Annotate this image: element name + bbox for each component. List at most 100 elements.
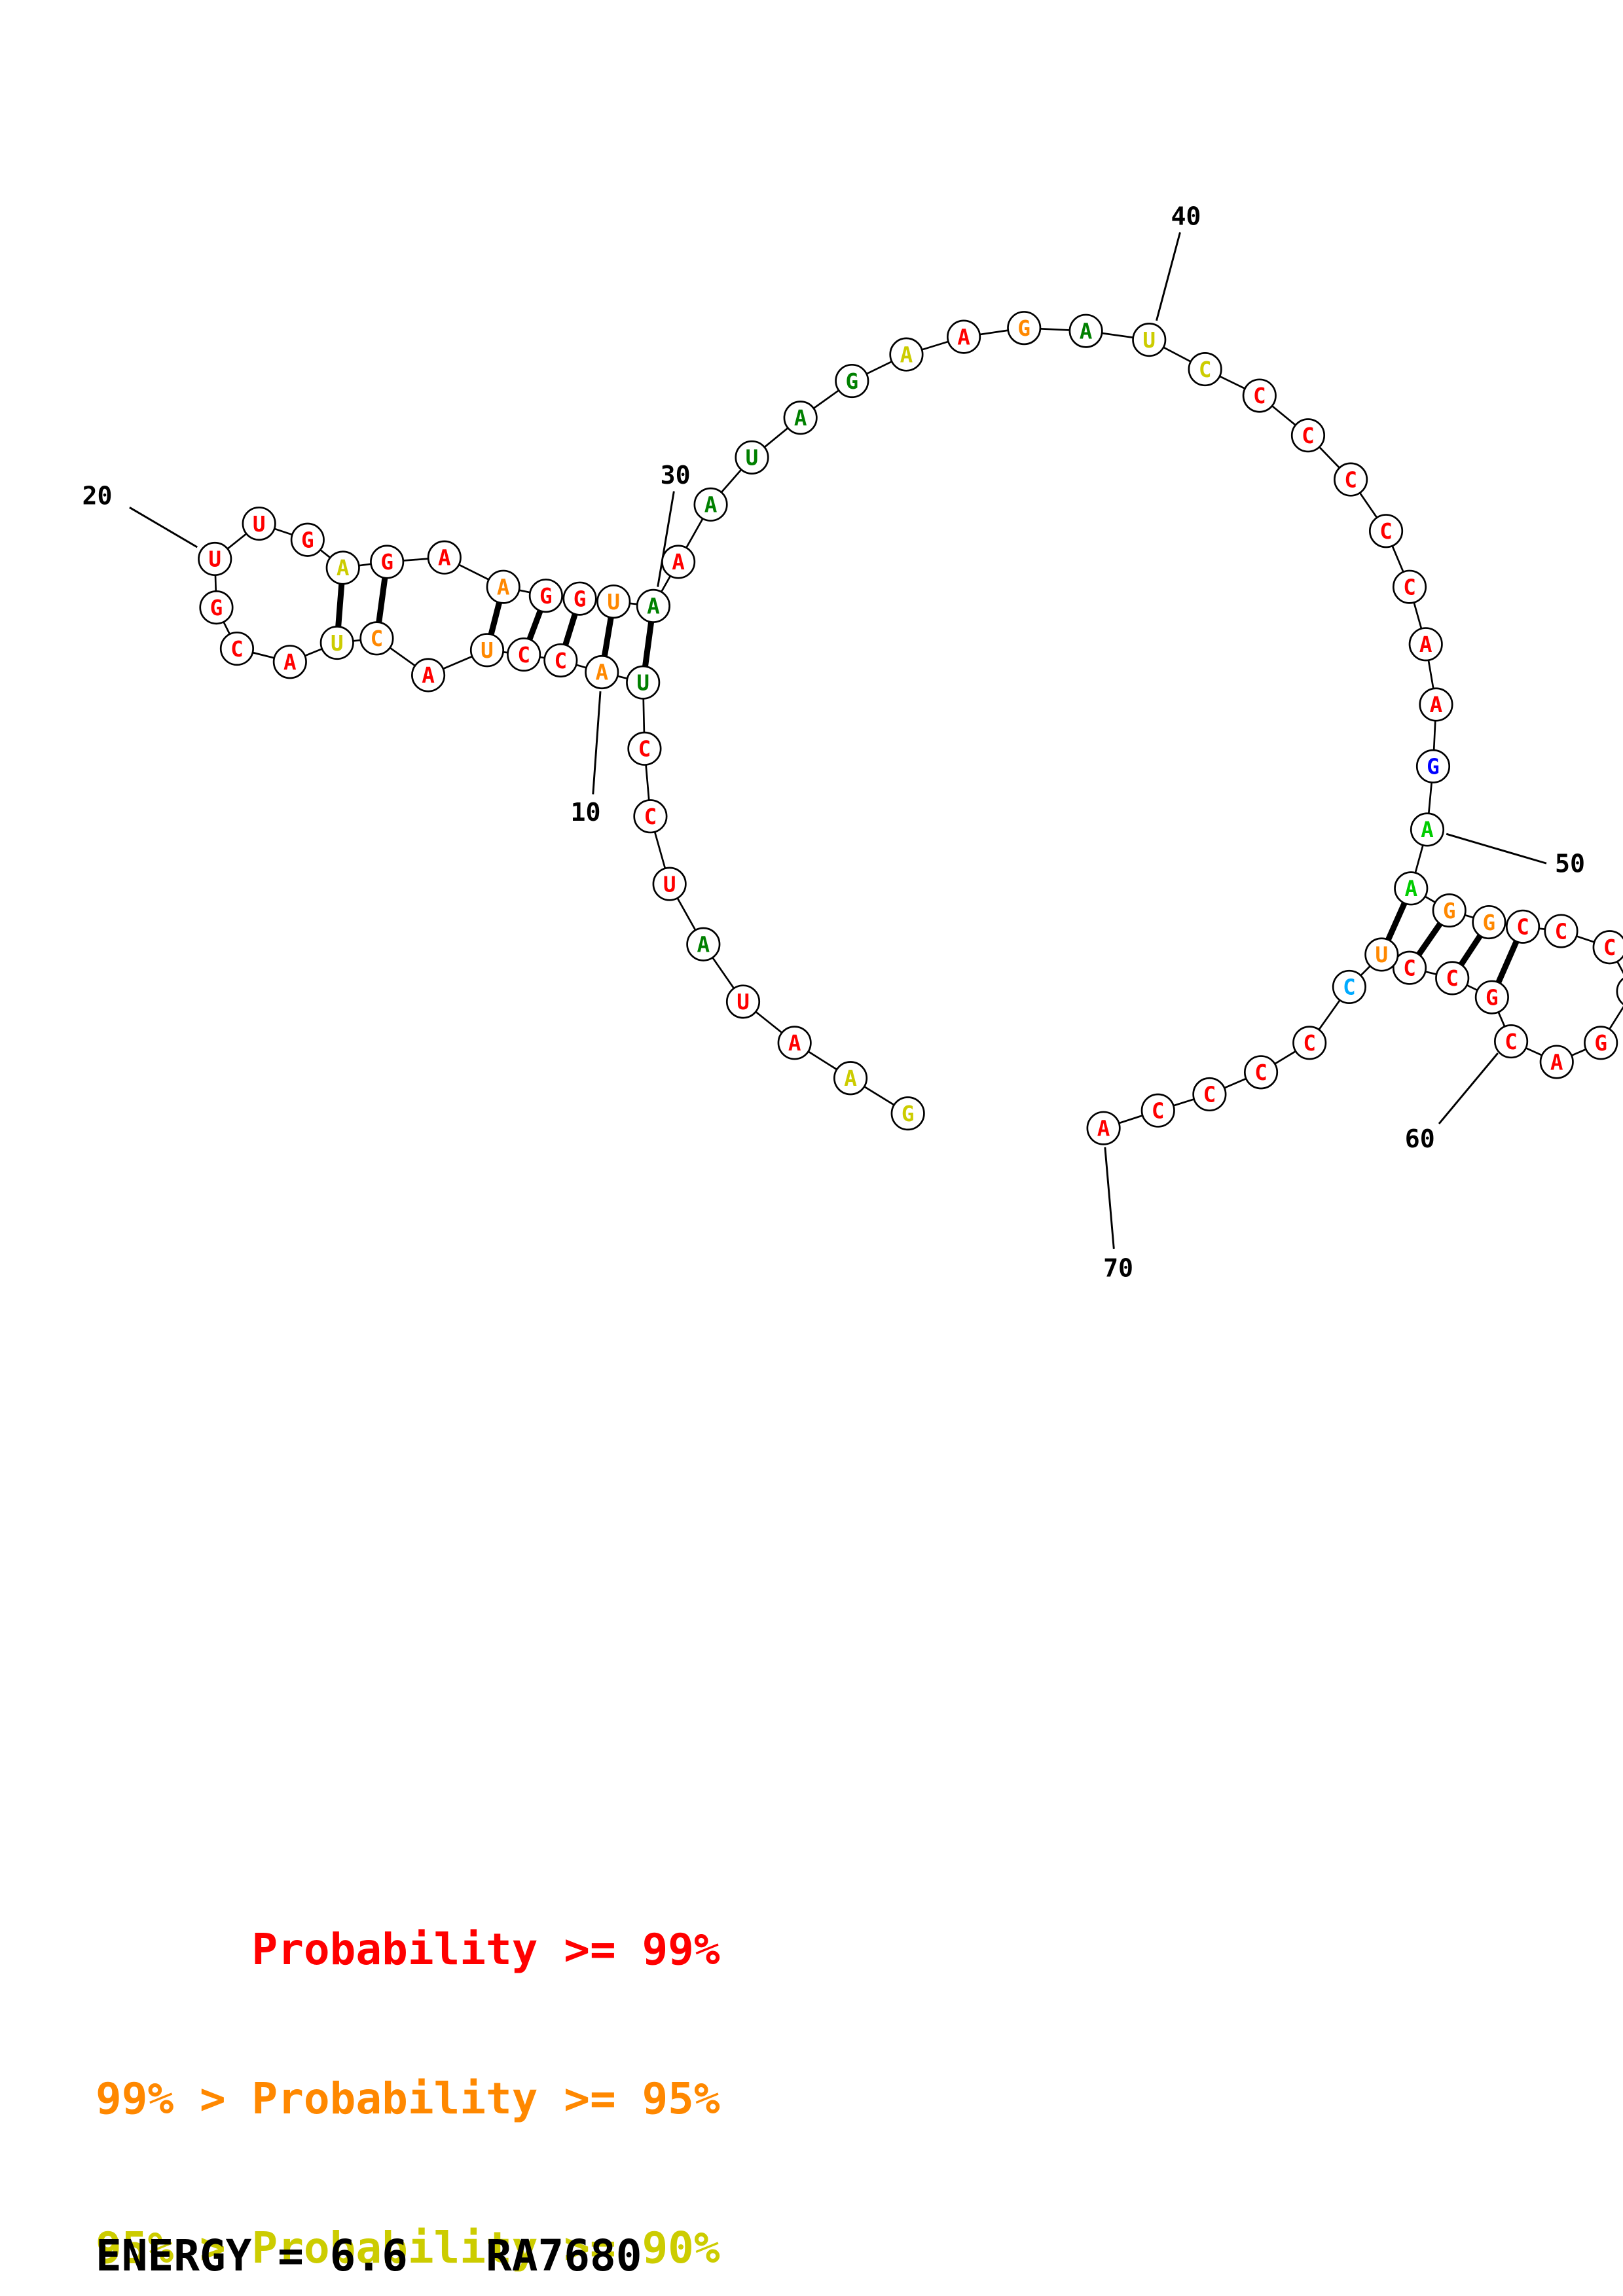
legend-line: 99% > Probability >= 95% (96, 2073, 720, 2124)
nucleotide-circle (1419, 687, 1453, 722)
nucleotide-base: C (1516, 915, 1529, 940)
position-labels: 10 20 30 40 50 60 70 (82, 203, 1585, 1283)
nucleotide-circle (890, 1096, 925, 1131)
nucleotide-base: C (1303, 1031, 1316, 1056)
nucleotide-base: A (337, 556, 350, 581)
nucleotide-base: C (1555, 919, 1568, 944)
nucleotide-circle (543, 643, 578, 678)
nucleotide-circle (1292, 1026, 1327, 1060)
nucleotide-base: C (1253, 384, 1266, 408)
label-leader-line (1156, 232, 1181, 321)
nucleotide-circle (1086, 1111, 1121, 1145)
position-label: 60 (1405, 1125, 1435, 1154)
position-label: 50 (1555, 850, 1585, 879)
nucleotide-circle (325, 550, 360, 585)
nucleotide-base: A (1430, 692, 1443, 717)
nucleotide-base: C (555, 649, 568, 673)
nucleotide-circle (835, 363, 869, 399)
nucleotide-circle (359, 621, 394, 656)
nucleotide-circle (411, 658, 446, 692)
nucleotide-circle (777, 1026, 812, 1060)
nucleotide-circle (469, 633, 505, 668)
legend-line: 95% > Probability >= 90% (96, 2223, 720, 2273)
position-label: 20 (82, 482, 112, 511)
nucleotide-circle (1408, 627, 1443, 662)
nucleotide-base: C (517, 643, 530, 668)
nucleotide-base: G (1017, 316, 1030, 341)
nucleotide-circle (652, 867, 687, 901)
nucleotide-circle (626, 665, 661, 700)
nucleotide-circle (693, 487, 728, 522)
label-leader-line (1446, 833, 1547, 865)
nucleotide-circle (1494, 1024, 1529, 1059)
nucleotide-circle (1243, 1055, 1279, 1090)
nucleotide-circle (661, 545, 696, 579)
nucleotide-base: C (1446, 966, 1459, 991)
nucleotide-circle (1539, 1045, 1574, 1079)
nucleotide-base: A (1550, 1050, 1563, 1075)
nucleotide-base: A (1419, 632, 1432, 657)
nucleotide-base: A (900, 342, 913, 367)
nucleotide-base: U (331, 631, 344, 656)
nucleotide-circle (596, 584, 631, 619)
nucleotide-circle (1592, 930, 1623, 965)
nucleotide-base: U (1142, 328, 1156, 353)
nucleotide-circle (528, 579, 563, 613)
nucleotide-base: A (1404, 876, 1417, 901)
nucleotide-circle (242, 506, 276, 541)
energy-text: ENERGY = 6.6 RA7680 (96, 2231, 642, 2281)
nucleotide-base: G (539, 584, 553, 609)
nucleotide-base: C (1403, 575, 1416, 600)
nucleotide-base: A (595, 660, 608, 685)
nucleotide-circle (319, 625, 354, 660)
nucleotide-base: C (1152, 1098, 1165, 1123)
nucleotide-circle (486, 569, 520, 604)
nucleotide-base: C (230, 637, 244, 662)
nucleotide-circle (507, 637, 541, 672)
nucleotide-base: G (1486, 985, 1499, 1010)
nucleotide-base: U (208, 547, 221, 572)
nucleotide-circle (1472, 905, 1506, 940)
nucleotide-base: C (1379, 519, 1393, 544)
nucleotide-circle (198, 541, 232, 577)
position-label: 30 (661, 461, 691, 490)
nucleotide-base: A (283, 650, 297, 675)
nucleotide-circle (1242, 378, 1277, 413)
nucleotide-circle (1140, 1093, 1175, 1128)
nucleotide-base: A (438, 545, 451, 570)
legend-line: Probability >= 99% (96, 1924, 720, 1975)
nucleotide-base: A (1080, 319, 1093, 344)
nucleotide-circle (199, 590, 234, 625)
nucleotide-circle (947, 319, 981, 354)
nucleotide-circle (1290, 418, 1326, 453)
nucleotide-base: C (638, 737, 651, 762)
nucleotide-circle (833, 1061, 868, 1096)
nucleotide-circle (633, 799, 668, 834)
position-label: 70 (1103, 1255, 1133, 1283)
nucleotide-base: A (647, 594, 660, 619)
nucleotide-circle (1435, 961, 1470, 996)
nucleotide-circle (725, 984, 761, 1019)
nucleotide-base: G (574, 586, 587, 611)
nucleotide-base: A (497, 575, 510, 600)
base-pairs (334, 561, 1526, 999)
label-leader-line (1104, 1147, 1115, 1249)
nucleotide-base: U (737, 990, 750, 1014)
nucleotide-circle (1544, 914, 1578, 948)
nucleotide-base: C (1254, 1060, 1267, 1085)
label-leader-line (592, 691, 602, 795)
nucleotide-circle (1332, 969, 1366, 1004)
nucleotide-base: U (636, 670, 649, 695)
nucleotide-base: C (1203, 1083, 1216, 1107)
nucleotide-base: A (788, 1031, 801, 1056)
nucleotide-circle (427, 540, 462, 575)
nucleotide-circle (889, 337, 924, 372)
nucleotide-base: C (1403, 956, 1416, 980)
nucleotide-circle (562, 581, 597, 616)
nucleotide-base: A (672, 550, 685, 575)
nucleotide-base: C (1343, 975, 1356, 1000)
nucleotide-base: A (1097, 1116, 1110, 1141)
